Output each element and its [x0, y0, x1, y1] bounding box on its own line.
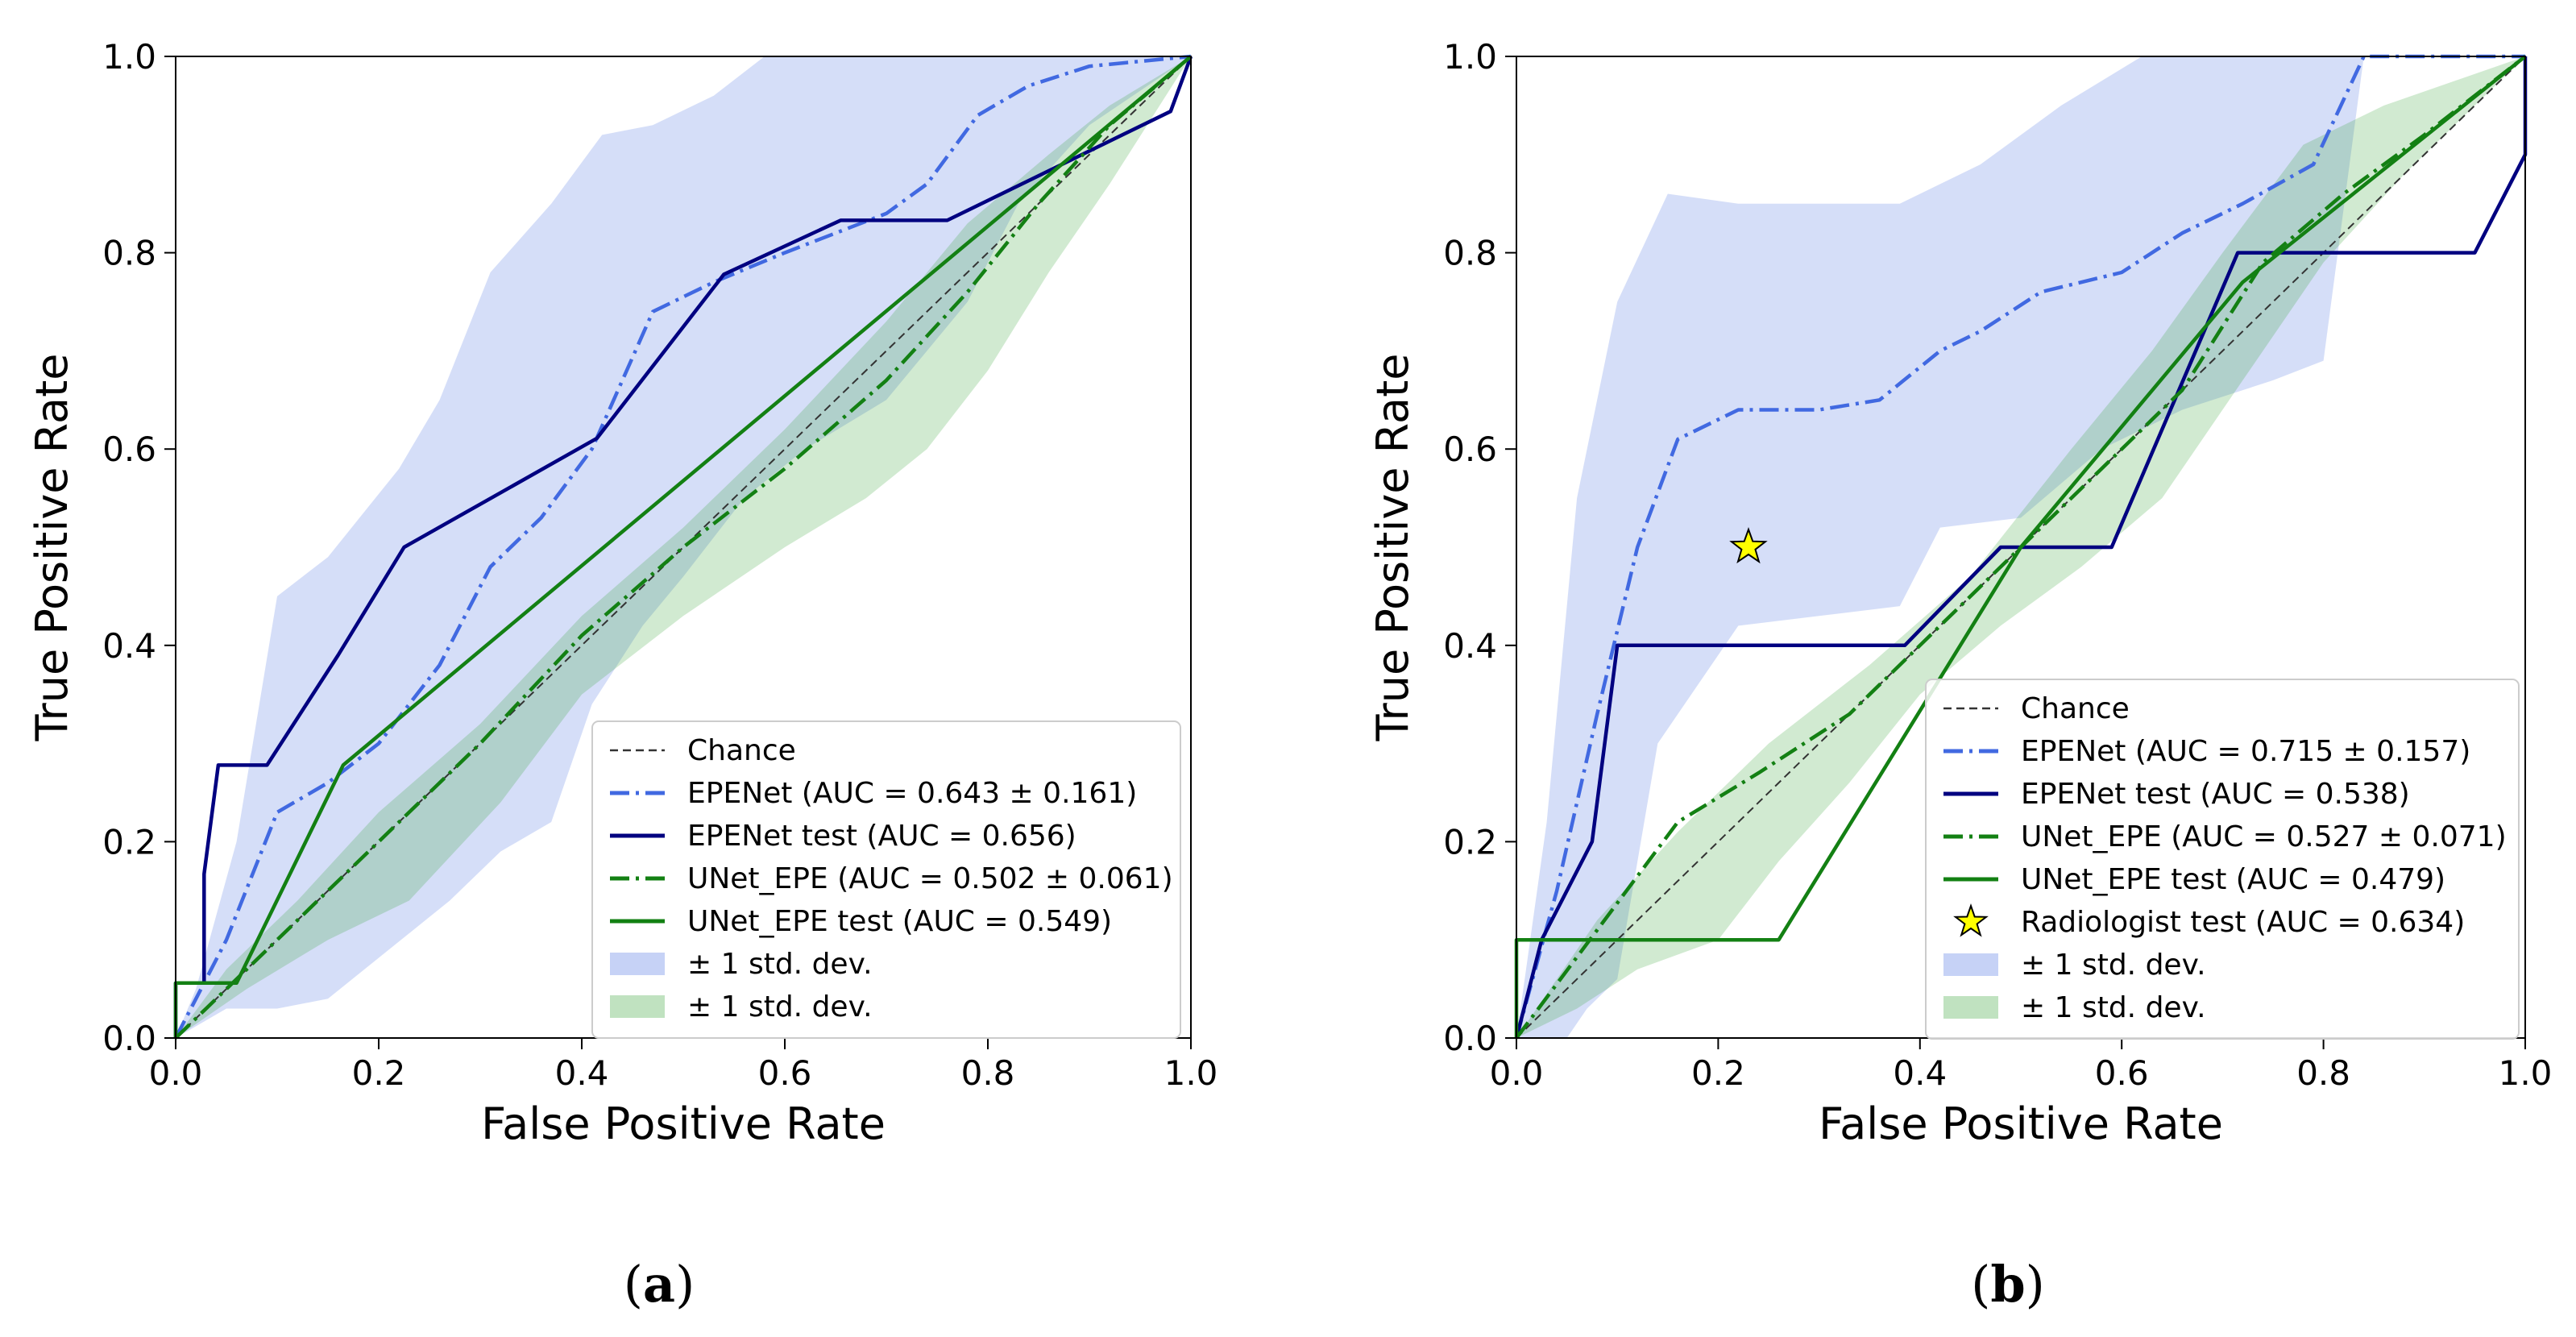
x-axis-label: False Positive Rate [1819, 1098, 2223, 1149]
legend-label: UNet_EPE test (AUC = 0.549) [687, 905, 1112, 938]
x-tick-label: 0.4 [1893, 1053, 1947, 1093]
caption-letter: a [643, 1255, 675, 1314]
legend-label: Chance [2021, 692, 2130, 725]
legend: Chance EPENet (AUC = 0.643 ± 0.161) EPENet… [591, 720, 1181, 1039]
legend-label: EPENet (AUC = 0.643 ± 0.161) [687, 777, 1137, 810]
roc-curve [174, 55, 1193, 1040]
legend-label: ± 1 std. dev. [2021, 991, 2206, 1024]
y-tick-label: 0.2 [1443, 822, 1497, 862]
legend-box [1925, 679, 2520, 1040]
legend-label: UNet_EPE test (AUC = 0.479) [2021, 863, 2445, 896]
legend-label: Radiologist test (AUC = 0.634) [2021, 906, 2465, 939]
roc-curve [175, 56, 1192, 1039]
legend-label: Chance [687, 734, 796, 767]
roc-panel-b: 0.0 0.2 0.4 0.6 0.8 1.0 0.0 0.2 0.4 0.6 0.8 1.0 Fa… [1367, 37, 2552, 1314]
x-tick-label: 1.0 [1164, 1053, 1218, 1093]
roc-panel-a: 0.0 0.2 0.4 0.6 0.8 1.0 0.0 0.2 0.4 0.6 0.8 1.0 Fa… [27, 37, 1217, 1314]
legend: Chance EPENet (AUC = 0.715 ± 0.157) EPENet… [1925, 679, 2520, 1040]
legend-star-marker [1953, 903, 1989, 937]
y-tick-label: 0.2 [102, 822, 156, 862]
roc-curve [173, 56, 1193, 1038]
y-ticks: 0.0 0.2 0.4 0.6 0.8 1.0 [1443, 37, 1516, 1058]
x-ticks: 0.0 0.2 0.4 0.6 0.8 1.0 [149, 1038, 1218, 1093]
roc-curve [174, 54, 1192, 1040]
y-tick-label: 0.8 [1443, 234, 1497, 273]
x-tick-label: 0.8 [961, 1053, 1015, 1093]
y-tick-label: 0.0 [102, 1019, 156, 1058]
legend-band-swatch [610, 953, 665, 975]
markers [1729, 527, 1768, 564]
panel-caption: (a) [624, 1255, 695, 1314]
legend-label: ± 1 std. dev. [687, 948, 873, 981]
y-tick-label: 0.0 [1443, 1019, 1497, 1058]
panel-caption: (b) [1971, 1255, 2045, 1314]
y-tick-label: 1.0 [1443, 37, 1497, 77]
x-tick-label: 0.4 [555, 1053, 609, 1093]
std-band [1516, 56, 2525, 1038]
radiologist-star-marker [1729, 527, 1768, 564]
roc-curve [1514, 56, 2528, 1039]
legend-label: UNet_EPE (AUC = 0.502 ± 0.061) [687, 862, 1173, 895]
y-tick-label: 0.8 [102, 234, 156, 273]
legend-band-swatch [610, 995, 665, 1018]
x-tick-label: 0.2 [352, 1053, 406, 1093]
y-axis-label: True Positive Rate [27, 353, 77, 741]
x-tick-label: 0.0 [1490, 1053, 1544, 1093]
legend-label: ± 1 std. dev. [687, 990, 873, 1024]
legend-band-swatch [1943, 953, 1998, 976]
legend-label: ± 1 std. dev. [2021, 949, 2206, 982]
y-tick-label: 0.6 [102, 430, 156, 469]
y-tick-label: 0.4 [102, 626, 156, 666]
legend-label: EPENet test (AUC = 0.656) [687, 820, 1076, 853]
x-tick-label: 0.6 [2095, 1053, 2149, 1093]
x-tick-label: 0.0 [149, 1053, 203, 1093]
legend-label: EPENet test (AUC = 0.538) [2021, 778, 2410, 811]
y-axis-label: True Positive Rate [1367, 353, 1418, 741]
y-ticks: 0.0 0.2 0.4 0.6 0.8 1.0 [102, 37, 176, 1058]
caption-letter: b [1990, 1255, 2025, 1314]
x-tick-label: 0.6 [758, 1053, 812, 1093]
legend-box [591, 720, 1181, 1039]
x-tick-label: 1.0 [2499, 1053, 2553, 1093]
x-axis-label: False Positive Rate [481, 1098, 886, 1149]
y-tick-label: 0.4 [1443, 626, 1497, 666]
x-ticks: 0.0 0.2 0.4 0.6 0.8 1.0 [1490, 1038, 2553, 1093]
x-tick-label: 0.2 [1691, 1053, 1745, 1093]
legend-label: UNet_EPE (AUC = 0.527 ± 0.071) [2021, 820, 2507, 853]
legend-label: EPENet (AUC = 0.715 ± 0.157) [2021, 735, 2470, 768]
x-tick-label: 0.8 [2296, 1053, 2350, 1093]
y-tick-label: 0.6 [1443, 430, 1497, 469]
y-tick-label: 1.0 [102, 37, 156, 77]
legend-band-swatch [1943, 996, 1998, 1019]
